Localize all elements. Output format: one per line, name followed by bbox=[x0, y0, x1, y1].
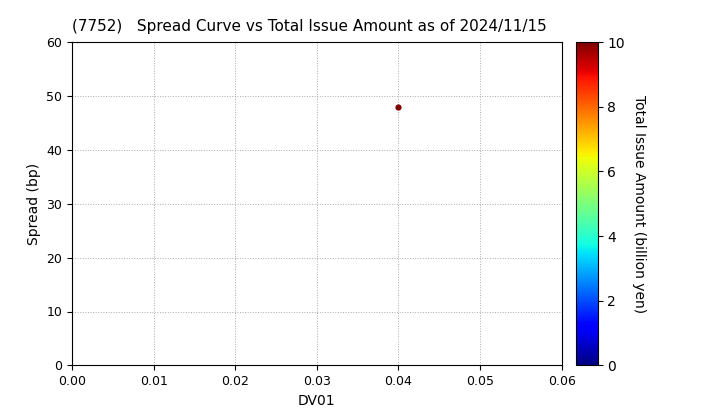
Y-axis label: Spread (bp): Spread (bp) bbox=[27, 163, 41, 245]
X-axis label: DV01: DV01 bbox=[298, 394, 336, 408]
Y-axis label: Total Issue Amount (billion yen): Total Issue Amount (billion yen) bbox=[631, 94, 646, 313]
Point bbox=[392, 103, 404, 110]
Text: (7752)   Spread Curve vs Total Issue Amount as of 2024/11/15: (7752) Spread Curve vs Total Issue Amoun… bbox=[72, 19, 546, 34]
